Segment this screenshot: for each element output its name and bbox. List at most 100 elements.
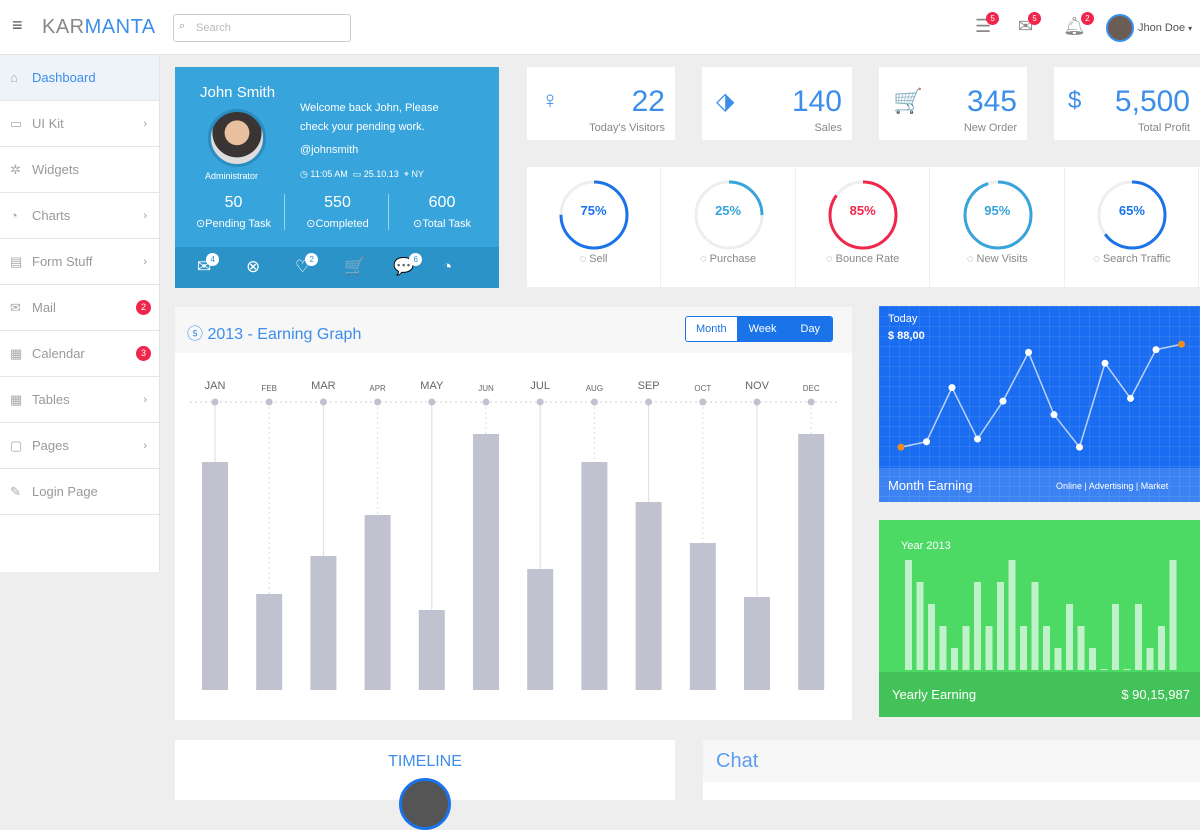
year-bar	[1031, 582, 1039, 670]
line-point	[1127, 394, 1134, 402]
sidebar-item[interactable]: ✲ Widgets	[0, 147, 159, 193]
stat-value: 5,500	[1114, 85, 1190, 118]
bar	[527, 569, 554, 690]
year-bar	[1146, 648, 1154, 670]
profile-toolbar: ✉ 4 ⊗ ♡ 2 🛒 💬 6 ◔	[175, 247, 499, 288]
tab-month[interactable]: Month	[686, 317, 737, 341]
line-point	[1101, 359, 1109, 367]
stat-card: 🛒 345 New Order	[879, 67, 1027, 140]
earning-graph-panel: ⓢ 2013 - Earning Graph Month Week Day JA…	[175, 307, 852, 720]
stat-label: Today's Visitors	[589, 122, 665, 134]
menu-icon[interactable]: ≡	[12, 15, 23, 35]
link-online[interactable]: Online	[1056, 481, 1083, 491]
brand-logo[interactable]: KARMANTA	[42, 16, 156, 39]
gauge-label: Purchase	[709, 253, 757, 265]
sidebar-item[interactable]: ⌂ Dashboard	[0, 55, 159, 101]
sidebar-item[interactable]: ▤ Form Stuff ›	[0, 239, 159, 285]
sidebar-item[interactable]: ▦ Tables ›	[0, 377, 159, 423]
toolbar-glyph: ⊗	[246, 257, 261, 276]
sidebar-item-label: Pages	[32, 438, 69, 453]
bar-dot	[645, 398, 653, 406]
sidebar-item-label: Widgets	[32, 162, 79, 177]
bar	[689, 543, 716, 690]
line-series	[900, 343, 1182, 449]
line-point	[923, 438, 930, 446]
bar-dot	[590, 398, 598, 406]
brand-part: MANTA	[84, 16, 156, 38]
earning-bar-chart: JAN FEB MAR APR MAY JUN JUL AUG SEP OCT NOV DEC	[190, 380, 840, 690]
gauge-label: New Visits	[976, 253, 1028, 265]
dollar-icon: ⓢ	[187, 326, 204, 343]
badge: 5	[986, 12, 1000, 25]
sidebar-item-label: Login Page	[32, 484, 98, 499]
toolbar-icon[interactable]: 🛒	[344, 257, 365, 277]
toolbar-icon[interactable]: 💬 6	[393, 253, 423, 277]
gauge-icon: ◌	[1093, 253, 1103, 265]
profile-stat: 600 ⊙Total Task	[391, 194, 493, 230]
chevron-right-icon: ›	[143, 117, 147, 130]
top-header: ≡ KARMANTA ⌕ Search ☰ 5 ✉ 5 🔔︎ 2 Jhon Doe ▾	[0, 0, 1200, 55]
tab-day[interactable]: Day	[788, 317, 833, 341]
month-earning-title: Month Earning	[888, 478, 973, 493]
sidebar-icon: ▤	[10, 253, 23, 269]
sidebar-item[interactable]: ✉ Mail 2	[0, 285, 159, 331]
line-point	[948, 384, 956, 392]
bar	[256, 594, 283, 690]
year-bar	[916, 582, 924, 670]
line-point	[1050, 411, 1058, 419]
line-point	[974, 435, 981, 443]
avatar[interactable]	[1106, 14, 1134, 42]
earning-title-text: 2013 - Earning Graph	[207, 326, 362, 343]
sidebar-item[interactable]: ▦ Calendar 3	[0, 331, 159, 377]
count-badge: 2	[136, 300, 151, 315]
stat-value: 600	[428, 194, 456, 211]
location: NY	[411, 169, 424, 179]
year-bar	[1135, 604, 1142, 670]
search-input[interactable]: ⌕ Search	[173, 14, 351, 42]
gauges-panel: 75% ◌ Sell 25% ◌ Purchase 85% ◌ Bounce Rate 95…	[527, 167, 1200, 287]
mail-icon[interactable]: ✉ 5	[1018, 12, 1042, 37]
gauge-ring	[1097, 180, 1167, 250]
year-bar	[1112, 604, 1119, 670]
toolbar-glyph: ◔	[442, 257, 453, 276]
link-advertising[interactable]: Advertising	[1088, 481, 1134, 491]
gauge: 95% ◌ New Visits	[931, 167, 1065, 287]
date: 25.10.13	[363, 169, 399, 179]
tab-week[interactable]: Week	[736, 317, 789, 341]
user-menu[interactable]: Jhon Doe ▾	[1138, 22, 1192, 34]
user-name: Jhon Doe	[1138, 22, 1186, 34]
sidebar-item[interactable]: ✎ Login Page	[0, 469, 159, 515]
bar-dot	[753, 398, 761, 406]
toolbar-icon[interactable]: ♡ 2	[295, 253, 319, 277]
link-market[interactable]: Market	[1140, 481, 1169, 491]
month-earning-card: Today $ 88,00 Month Earning Online | Adv…	[879, 306, 1200, 502]
sidebar-item-label: Calendar	[32, 346, 85, 361]
bar-dot	[428, 398, 436, 406]
gauge: 65% ◌ Search Traffic	[1065, 167, 1200, 287]
list-icon[interactable]: ☰ 5	[975, 12, 1000, 37]
stat-value: 50	[224, 194, 243, 211]
profile-handle[interactable]: @johnsmith	[300, 144, 359, 156]
toolbar-glyph: 💬	[393, 257, 415, 276]
chevron-right-icon: ›	[143, 393, 147, 406]
earning-title: ⓢ 2013 - Earning Graph	[187, 320, 361, 344]
year-bar	[985, 626, 993, 670]
sidebar-icon: ▦	[10, 391, 23, 407]
today-label: Today	[888, 313, 918, 325]
sidebar-item[interactable]: ▢ Pages ›	[0, 423, 159, 469]
bar-tick-label: JUN	[478, 384, 494, 393]
profile-stat: 50 ⊙Pending Task	[183, 194, 285, 230]
year-bar	[1054, 648, 1062, 670]
bell-icon[interactable]: 🔔︎ 2	[1063, 12, 1094, 37]
sidebar-item[interactable]: ◔ Charts ›	[0, 193, 159, 239]
bar-dot	[482, 398, 490, 406]
toolbar-icon[interactable]: ⊗	[246, 257, 260, 277]
toolbar-icon[interactable]: ◔	[442, 257, 452, 277]
line-point	[1025, 348, 1032, 356]
stat-icon: $	[1068, 87, 1082, 114]
badge: 2	[305, 253, 319, 266]
location-icon: ⌖	[403, 169, 409, 179]
sidebar-icon: ✲	[10, 161, 21, 177]
sidebar-item[interactable]: ▭ UI Kit ›	[0, 101, 159, 147]
toolbar-icon[interactable]: ✉ 4	[197, 253, 220, 277]
